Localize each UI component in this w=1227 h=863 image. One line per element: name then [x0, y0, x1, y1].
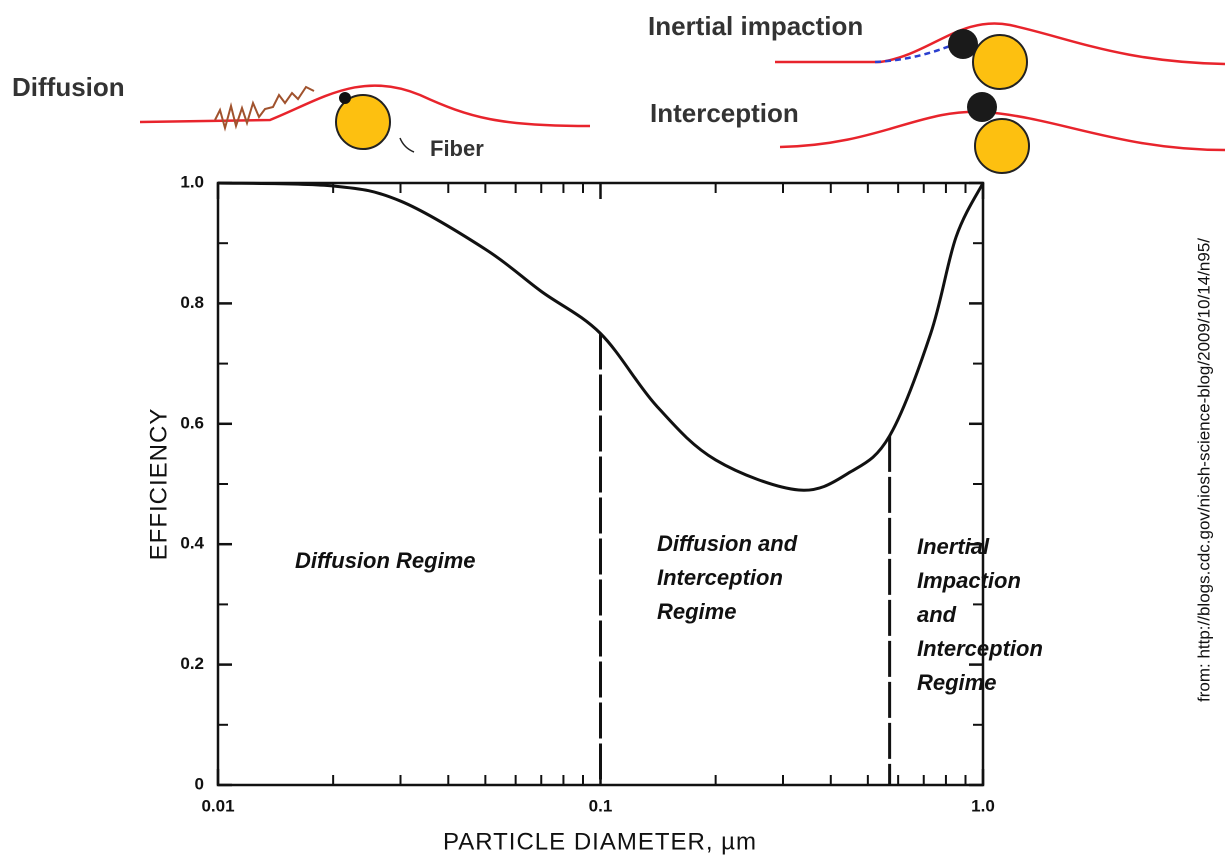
regime-label: Diffusion and [657, 531, 798, 556]
regime-label: Interception [917, 636, 1043, 661]
regime-label: and [917, 602, 957, 627]
illustration-label: Interception [650, 98, 799, 128]
source-note: from: http://blogs.cdc.gov/niosh-science… [1194, 238, 1213, 702]
x-tick-label: 0.01 [201, 796, 234, 815]
illustration-label: Fiber [430, 136, 484, 161]
regime-label: Inertial [917, 534, 990, 559]
x-tick-label: 0.1 [589, 796, 613, 815]
x-axis-title: PARTICLE DIAMETER, µm [443, 828, 757, 855]
y-tick-label: 1.0 [180, 172, 204, 191]
illustration [139, 22, 1226, 174]
illustration-label: Diffusion [12, 72, 125, 102]
efficiency-curve [217, 181, 985, 492]
regime-label: Interception [657, 565, 783, 590]
y-tick-label: 0.2 [180, 654, 204, 673]
y-tick-label: 0.8 [180, 293, 204, 312]
x-tick-label: 1.0 [971, 796, 995, 815]
y-tick-label: 0 [195, 774, 204, 793]
regime-label: Impaction [917, 568, 1021, 593]
illustration-label: Inertial impaction [648, 11, 863, 41]
regime-label: Regime [657, 599, 736, 624]
regime-label: Regime [917, 670, 996, 695]
regime-label: Diffusion Regime [295, 548, 476, 573]
y-tick-label: 0.4 [180, 534, 204, 553]
y-tick-label: 0.6 [180, 413, 204, 432]
y-axis-title: EFFICIENCY [145, 408, 172, 561]
